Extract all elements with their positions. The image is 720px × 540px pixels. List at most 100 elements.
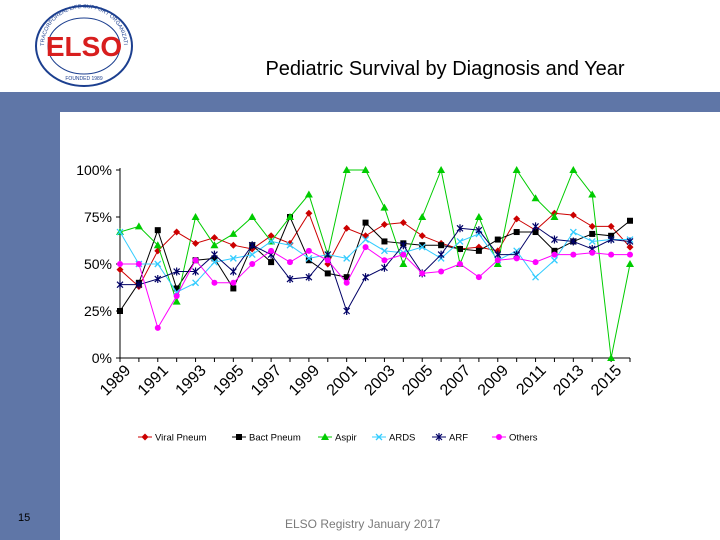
- point-aspir: [588, 190, 597, 198]
- point-others: [457, 261, 463, 267]
- elso-logo: EXTRACORPOREAL LIFE SUPPORT ORGANIZATION…: [28, 2, 133, 87]
- point-bact-pneum: [419, 242, 426, 249]
- point-aspir: [474, 213, 483, 220]
- point-arf: [607, 235, 615, 244]
- point-others: [513, 255, 520, 262]
- x-tick-label: 1999: [286, 362, 323, 399]
- y-tick-label: 75%: [84, 209, 112, 225]
- legend-marker: [321, 433, 329, 440]
- point-bact-pneum: [268, 259, 275, 266]
- legend-label: Aspir: [335, 433, 357, 444]
- point-others: [324, 257, 331, 264]
- point-others: [192, 257, 199, 264]
- series-line-ards: [119, 231, 630, 293]
- point-others: [117, 261, 123, 267]
- point-ards: [532, 273, 540, 281]
- point-arf: [381, 263, 388, 272]
- point-others: [419, 270, 426, 277]
- point-ards: [154, 260, 162, 268]
- slide-number: 15: [18, 512, 31, 524]
- point-aspir: [134, 222, 143, 230]
- point-others: [305, 247, 312, 254]
- point-aspir: [229, 229, 238, 237]
- x-tick-label: 1991: [135, 362, 172, 399]
- point-others: [627, 251, 633, 258]
- y-tick-label: 25%: [84, 303, 112, 319]
- x-tick-label: 1995: [210, 362, 247, 399]
- legend-item-viral-pneum: Viral Pneum: [138, 433, 207, 444]
- point-arf: [362, 273, 369, 282]
- legend-item-arf: ARF: [432, 433, 468, 444]
- legend-marker: [496, 434, 502, 440]
- point-others: [230, 279, 237, 286]
- point-others: [268, 247, 275, 254]
- legend-item-aspir: Aspir: [318, 433, 357, 444]
- x-tick-label: 2015: [588, 362, 625, 399]
- chart-series: [116, 166, 634, 361]
- point-arf: [399, 241, 407, 250]
- legend-marker: [141, 433, 149, 441]
- legend-marker: [435, 433, 443, 441]
- point-viral-pneum: [418, 232, 426, 240]
- point-others: [135, 261, 142, 267]
- point-arf: [116, 280, 124, 289]
- legend-item-others: Others: [492, 433, 538, 444]
- x-tick-label: 1993: [173, 362, 210, 399]
- point-aspir: [607, 354, 616, 361]
- point-arf: [173, 267, 181, 276]
- point-aspir: [248, 213, 257, 220]
- point-viral-pneum: [362, 232, 370, 240]
- point-ards: [550, 256, 558, 264]
- point-bact-pneum: [627, 217, 633, 224]
- point-viral-pneum: [380, 221, 388, 229]
- point-aspir: [531, 194, 540, 202]
- point-viral-pneum: [569, 211, 577, 219]
- point-bact-pneum: [457, 245, 463, 252]
- point-arf: [456, 224, 464, 233]
- point-aspir: [153, 241, 162, 249]
- point-ards: [192, 279, 200, 287]
- legend-label: ARF: [449, 433, 468, 444]
- point-arf: [248, 241, 256, 250]
- series-line-bact-pneum: [119, 215, 631, 312]
- point-arf: [211, 250, 218, 259]
- point-others: [494, 257, 501, 264]
- point-arf: [305, 273, 313, 282]
- point-arf: [551, 235, 558, 244]
- point-viral-pneum: [192, 239, 200, 247]
- point-ards: [210, 258, 218, 266]
- point-others: [287, 259, 293, 266]
- point-others: [343, 279, 350, 286]
- point-others: [362, 244, 369, 251]
- point-ards: [418, 243, 426, 251]
- point-bact-pneum: [589, 230, 596, 237]
- series-line-others: [120, 246, 630, 330]
- point-ards: [305, 254, 313, 262]
- series-others: [117, 244, 633, 331]
- point-others: [589, 249, 596, 256]
- series-line-aspir: [119, 168, 631, 359]
- point-viral-pneum: [588, 222, 596, 230]
- point-arf: [532, 222, 539, 231]
- point-others: [154, 324, 161, 331]
- point-aspir: [342, 166, 351, 173]
- x-tick-label: 2001: [324, 362, 361, 399]
- header-band: [0, 92, 720, 112]
- x-tick-label: 2003: [361, 362, 398, 399]
- x-tick-label: 2013: [550, 362, 587, 399]
- point-bact-pneum: [513, 229, 520, 236]
- point-aspir: [380, 203, 389, 211]
- series-bact-pneum: [117, 214, 633, 314]
- point-bact-pneum: [343, 274, 350, 281]
- point-arf: [475, 226, 483, 235]
- point-bact-pneum: [305, 257, 312, 264]
- point-viral-pneum: [116, 266, 124, 274]
- point-ards: [343, 254, 351, 262]
- point-viral-pneum: [399, 219, 407, 227]
- legend-label: Viral Pneum: [155, 433, 207, 444]
- point-arf: [229, 267, 237, 276]
- point-bact-pneum: [381, 238, 388, 245]
- point-bact-pneum: [173, 285, 180, 292]
- point-arf: [437, 250, 445, 259]
